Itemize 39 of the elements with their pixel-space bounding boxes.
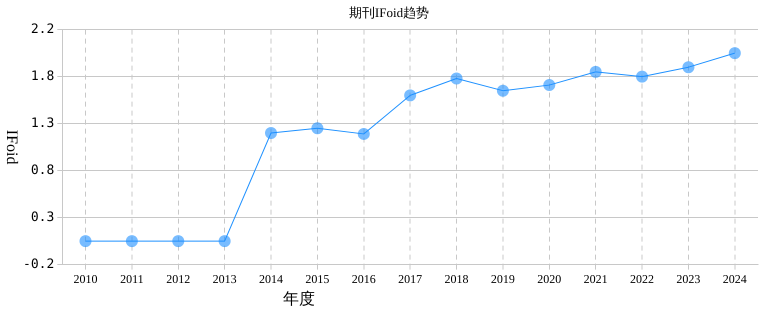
x-tick-label: 2023 (676, 272, 700, 286)
x-tick-label: 2024 (722, 272, 747, 286)
x-tick-label: 2014 (259, 272, 284, 286)
point (404, 89, 416, 102)
y-tick-label: 0.3 (30, 210, 54, 225)
y-axis-title: IFoid (2, 130, 20, 164)
point (79, 235, 92, 248)
y-tick-label: 2.2 (30, 22, 54, 37)
x-tick-label: 2019 (490, 272, 515, 286)
point (590, 66, 602, 78)
y-tick-label: -0.2 (22, 256, 54, 272)
point (218, 235, 231, 248)
y-tick-label: 1.8 (30, 68, 54, 84)
point (496, 84, 509, 97)
x-tick-label: 2020 (537, 272, 562, 286)
point (543, 79, 556, 92)
point (682, 61, 694, 74)
chart-title: 期刊IFoid趋势 (348, 5, 430, 20)
x-axis-title: 年度 (282, 290, 315, 308)
point (450, 72, 463, 84)
x-tick-label: 2017 (398, 272, 422, 286)
x-tick-label: 2010 (73, 272, 98, 286)
point (172, 235, 184, 248)
point (728, 47, 741, 60)
point (311, 122, 324, 134)
x-tick-label: 2011 (120, 272, 144, 286)
x-tick-label: 2018 (444, 272, 469, 286)
x-tick-label: 2015 (305, 272, 330, 286)
y-tick-label: 0.8 (30, 162, 54, 178)
x-tick-label: 2016 (352, 272, 376, 286)
point (358, 128, 370, 140)
point (636, 70, 648, 83)
x-tick-label: 2012 (166, 272, 190, 286)
y-tick-label: 1.3 (30, 116, 54, 131)
x-tick-label: 2021 (584, 272, 608, 286)
x-tick-label: 2022 (630, 272, 654, 286)
point (265, 127, 278, 139)
point (126, 235, 138, 248)
x-tick-label: 2013 (212, 272, 237, 286)
